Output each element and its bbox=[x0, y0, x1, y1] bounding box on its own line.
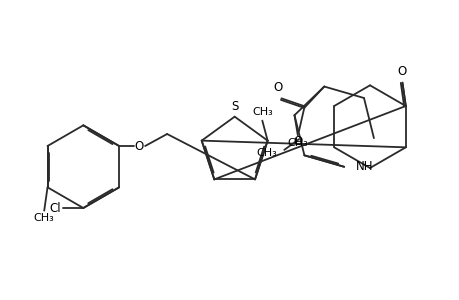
Text: S: S bbox=[230, 100, 238, 113]
Text: NH: NH bbox=[355, 160, 372, 173]
Text: O: O bbox=[292, 135, 302, 148]
Text: CH₃: CH₃ bbox=[34, 213, 55, 223]
Text: CH₃: CH₃ bbox=[287, 138, 308, 148]
Text: Cl: Cl bbox=[49, 202, 61, 214]
Text: CH₃: CH₃ bbox=[252, 107, 272, 117]
Text: O: O bbox=[134, 140, 144, 152]
Text: O: O bbox=[273, 81, 282, 94]
Text: O: O bbox=[397, 65, 406, 78]
Text: CH₃: CH₃ bbox=[256, 148, 277, 158]
